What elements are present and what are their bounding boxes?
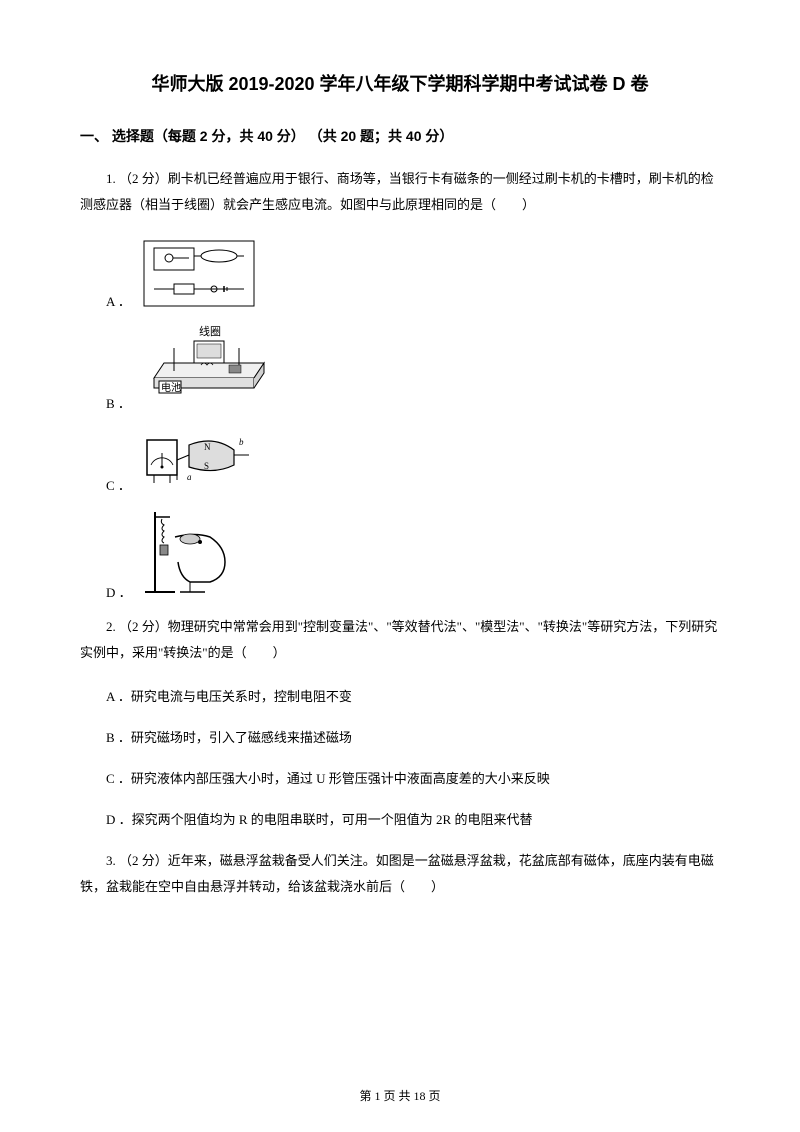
- exam-title: 华师大版 2019-2020 学年八年级下学期科学期中考试试卷 D 卷: [80, 70, 720, 96]
- option-1a-label: A ．: [106, 292, 131, 312]
- coil-label: 线圈: [199, 324, 221, 338]
- page-footer: 第 1 页 共 18 页: [0, 1087, 800, 1104]
- option-1d-row: D ．: [106, 507, 720, 602]
- option-1b-row: B ． 线圈 电池: [106, 323, 720, 413]
- diagram-1a: [139, 236, 259, 311]
- svg-text:b: b: [239, 437, 244, 447]
- section-header: 一、 选择题（每题 2 分，共 40 分） （共 20 题；共 40 分）: [80, 126, 720, 146]
- diagram-1b: 线圈 电池: [139, 323, 274, 413]
- option-2b: B ．研究磁场时，引入了磁感线来描述磁场: [106, 725, 720, 751]
- option-1a-row: A ．: [106, 236, 720, 311]
- option-1d-label: D ．: [106, 583, 132, 603]
- battery-label: 电池: [161, 381, 181, 394]
- option-1b-label: B ．: [106, 394, 131, 414]
- question-2-stem: 2. （2 分）物理研究中常常会用到"控制变量法"、"等效替代法"、"模型法"、…: [80, 614, 720, 666]
- magnet-s-label: S: [204, 461, 209, 471]
- option-2c: C ．研究液体内部压强大小时，通过 U 形管压强计中液面高度差的大小来反映: [106, 766, 720, 792]
- option-1c-label: C ．: [106, 476, 131, 496]
- diagram-1c: N S b a: [139, 425, 259, 495]
- question-1-stem: 1. （2 分）刷卡机已经普遍应用于银行、商场等，当银行卡有磁条的一侧经过刷卡机…: [80, 166, 720, 218]
- option-2d: D ．探究两个阻值均为 R 的电阻串联时，可用一个阻值为 2R 的电阻来代替: [106, 807, 720, 833]
- diagram-1d: [140, 507, 250, 602]
- question-3-stem: 3. （2 分）近年来，磁悬浮盆栽备受人们关注。如图是一盆磁悬浮盆栽，花盆底部有…: [80, 848, 720, 900]
- magnet-n-label: N: [204, 442, 211, 452]
- svg-text:a: a: [187, 472, 192, 482]
- option-2a: A ．研究电流与电压关系时，控制电阻不变: [106, 684, 720, 710]
- option-1c-row: C ． N S b a: [106, 425, 720, 495]
